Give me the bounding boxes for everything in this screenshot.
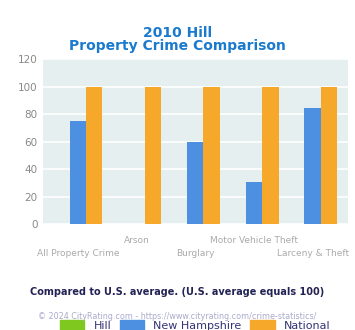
Text: Motor Vehicle Theft: Motor Vehicle Theft: [210, 236, 298, 245]
Bar: [246, 182, 262, 224]
Legend: Hill, New Hampshire, National: Hill, New Hampshire, National: [56, 316, 335, 330]
Text: Compared to U.S. average. (U.S. average equals 100): Compared to U.S. average. (U.S. average …: [31, 287, 324, 297]
Bar: [86, 87, 103, 224]
Bar: [70, 121, 86, 224]
Bar: [187, 142, 203, 224]
Text: All Property Crime: All Property Crime: [37, 249, 119, 258]
Bar: [321, 87, 337, 224]
Text: Arson: Arson: [124, 236, 149, 245]
Bar: [145, 87, 161, 224]
Text: Property Crime Comparison: Property Crime Comparison: [69, 39, 286, 53]
Bar: [305, 108, 321, 224]
Bar: [203, 87, 220, 224]
Text: © 2024 CityRating.com - https://www.cityrating.com/crime-statistics/: © 2024 CityRating.com - https://www.city…: [38, 312, 317, 321]
Bar: [262, 87, 279, 224]
Text: Larceny & Theft: Larceny & Theft: [277, 249, 349, 258]
Text: 2010 Hill: 2010 Hill: [143, 26, 212, 40]
Text: Burglary: Burglary: [176, 249, 214, 258]
